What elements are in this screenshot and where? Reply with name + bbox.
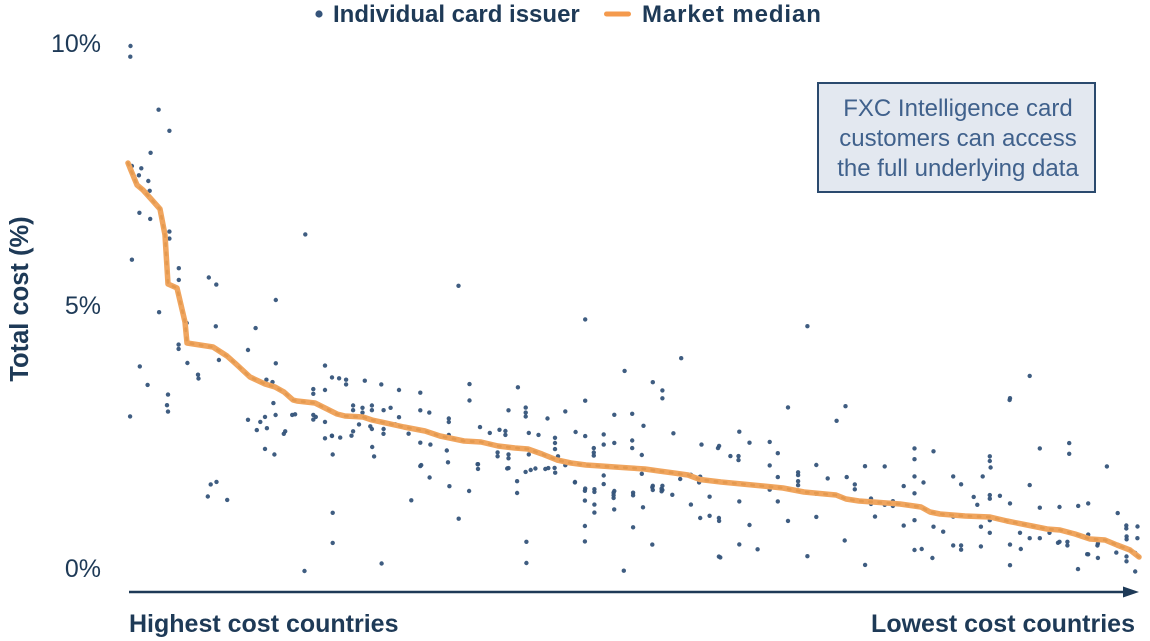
svg-text:the full underlying data: the full underlying data xyxy=(837,155,1079,182)
svg-text:10%: 10% xyxy=(51,30,101,58)
svg-text:0%: 0% xyxy=(65,555,101,583)
svg-text:Individual card issuer: Individual card issuer xyxy=(333,1,580,28)
svg-text:Market median: Market median xyxy=(642,1,822,28)
svg-text:Lowest cost countries: Lowest cost countries xyxy=(871,610,1135,638)
svg-text:Highest cost countries: Highest cost countries xyxy=(129,610,399,638)
svg-text:Total cost (%): Total cost (%) xyxy=(6,216,34,381)
svg-text:customers can access: customers can access xyxy=(839,125,1076,152)
svg-text:FXC Intelligence card: FXC Intelligence card xyxy=(843,95,1072,122)
svg-text:5%: 5% xyxy=(65,292,101,320)
